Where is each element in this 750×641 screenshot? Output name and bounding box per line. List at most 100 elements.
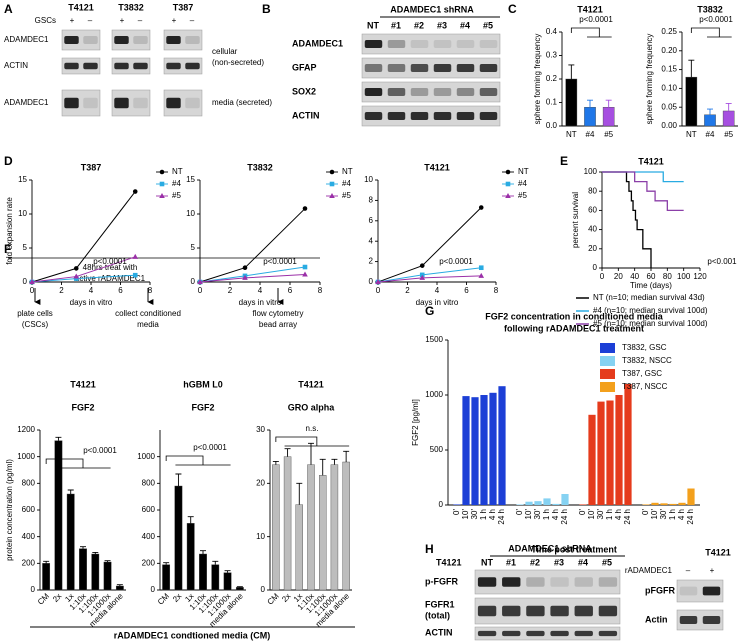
sign: – (138, 16, 143, 25)
x-tick-label: 4 (89, 286, 94, 295)
blot-band (479, 112, 498, 120)
error-bar (43, 560, 50, 564)
annotation: p<0.0001 (93, 257, 127, 266)
point (478, 265, 484, 271)
panel-label: F (4, 242, 11, 256)
bar (42, 563, 51, 591)
sign: + (120, 16, 125, 25)
blot-band (702, 616, 721, 624)
error-bar (212, 560, 219, 565)
x-tick-label: 0' (641, 509, 650, 515)
blot-band (679, 586, 698, 596)
x-tick-label: 100 (677, 272, 691, 281)
blot-band (185, 97, 200, 109)
error-bar (331, 458, 338, 465)
blot-band (433, 112, 452, 120)
bar (624, 384, 632, 505)
chart-title: T4121 (298, 379, 324, 389)
blot (163, 57, 203, 75)
legend-swatch (600, 356, 615, 366)
panel-label: H (425, 542, 434, 556)
blot-band (387, 112, 406, 120)
significance-bracket (570, 27, 612, 38)
lane-label: NT (481, 557, 493, 567)
blot-header: ADAMDEC1 shRNA (508, 543, 592, 553)
sign: + (710, 566, 715, 575)
y-tick-label: 1200 (17, 425, 35, 434)
error-bar (92, 551, 99, 554)
survival-curve (602, 171, 684, 212)
bar (642, 504, 650, 505)
blot-band (479, 40, 498, 48)
y-tick-label: 0 (261, 585, 266, 594)
blot (474, 597, 621, 625)
blot-band (479, 64, 498, 72)
bar (295, 504, 303, 591)
bar (272, 464, 280, 591)
bar (516, 504, 524, 505)
x-tick-label: 0' (578, 509, 587, 515)
bar (552, 503, 560, 505)
bar (660, 503, 668, 505)
lane-label: #4 (578, 557, 588, 567)
blot-band (526, 577, 545, 587)
y-axis-label: protein concentration (pg/ml) (5, 459, 14, 561)
y-tick-label: 6 (369, 216, 374, 225)
x-tick-label: 24 h (686, 509, 695, 525)
x-tick-label: 6 (118, 286, 123, 295)
blot (361, 57, 501, 79)
blot-band (83, 97, 98, 109)
y-tick-label: 0.05 (661, 102, 677, 111)
x-tick-label: 30' (533, 509, 542, 520)
x-tick-label: 30' (659, 509, 668, 520)
blot-band (114, 62, 129, 70)
row-label: ADAMDEC1 (4, 35, 49, 44)
blot (111, 57, 151, 75)
y-tick-label: 20 (256, 478, 265, 487)
sign: + (70, 16, 75, 25)
error-bar (55, 436, 62, 441)
bar (579, 504, 587, 505)
blot-band (410, 40, 429, 48)
blot-band (133, 36, 148, 44)
error-bar (116, 584, 123, 586)
y-tick-label: 0.20 (661, 46, 677, 55)
annotation: p<0.0001 (579, 15, 613, 24)
y-tick-label: 1000 (137, 452, 155, 461)
y-tick-label: 10 (186, 209, 195, 218)
y-tick-label: 20 (588, 244, 597, 253)
chart-subtitle: FGF2 (71, 402, 94, 412)
y-tick-label: 0 (31, 585, 36, 594)
error-bar (67, 489, 74, 494)
y-tick-label: 0.15 (661, 65, 677, 74)
x-tick-label: 2x (51, 592, 63, 604)
x-tick-label: 120 (693, 272, 707, 281)
blot (61, 29, 101, 51)
y-tick-label: 15 (186, 175, 195, 184)
lane-label: NT (367, 20, 379, 30)
y-tick-label: 400 (142, 532, 156, 541)
legend-label: T387, GSC (622, 369, 662, 378)
chart-subtitle: FGF2 (191, 402, 214, 412)
series-line (377, 267, 482, 283)
x-tick-label: CM (36, 591, 51, 606)
bar (565, 78, 578, 127)
y-tick-label: 0.3 (546, 51, 558, 60)
blot-band (364, 64, 383, 72)
blot-band (364, 40, 383, 48)
blot-band (166, 36, 181, 44)
bar (588, 414, 596, 505)
x-axis-label: Time (days) (630, 281, 672, 290)
error-bar (725, 102, 732, 111)
legend-marker (329, 181, 335, 187)
x-axis-label: Time post treatment (531, 544, 617, 554)
bar (651, 502, 659, 505)
blot-band (598, 630, 618, 637)
annotation: n.s. (306, 424, 319, 433)
blot-band (456, 40, 475, 48)
x-tick-label: 0' (452, 509, 461, 515)
bar (319, 475, 327, 591)
lane-label: #5 (602, 557, 612, 567)
y-tick-label: 0.0 (546, 121, 558, 130)
